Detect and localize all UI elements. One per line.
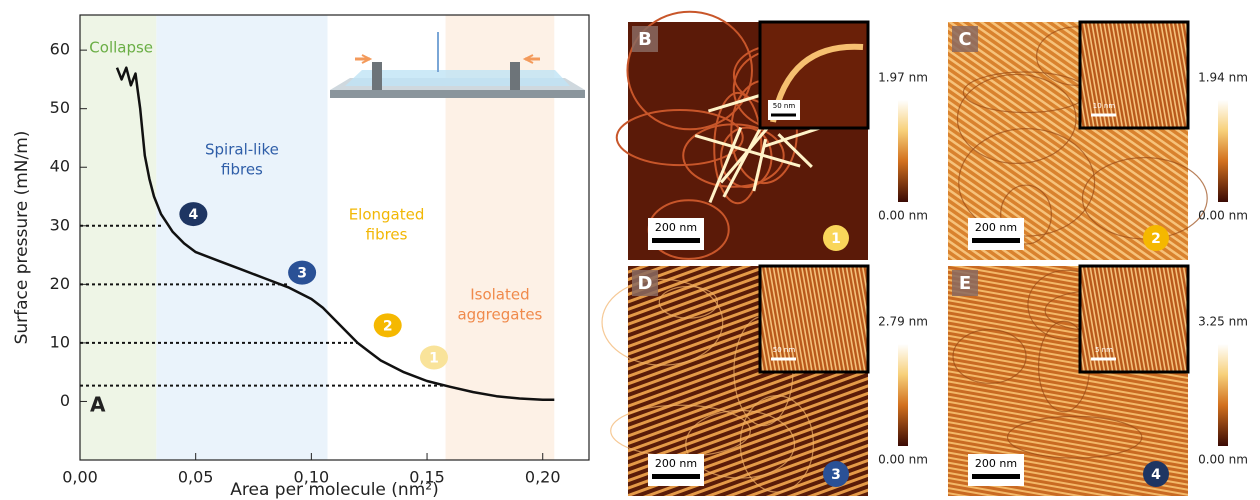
afm-panel: 50 nm B 200 nm 1 1.97 nm 0.00 nm: [617, 12, 928, 260]
panel-letter: B: [638, 29, 652, 50]
colorbar-max: 1.94 nm: [1198, 71, 1248, 85]
x-axis-title: Area per molecule (nm²): [230, 480, 438, 500]
colorbar-max: 3.25 nm: [1198, 315, 1248, 329]
scale-bar: [972, 238, 1020, 243]
y-tick-label: 50: [50, 98, 70, 117]
scale-label: 200 nm: [655, 221, 697, 234]
afm-inset: [1080, 266, 1188, 372]
panel-letter: D: [638, 273, 653, 294]
colorbar: [1218, 344, 1228, 446]
x-tick-label: 0,20: [525, 468, 561, 487]
colorbar-min: 0.00 nm: [878, 209, 928, 223]
x-tick-label: 0,05: [178, 468, 214, 487]
stage-marker-label: 4: [188, 207, 198, 223]
stage-marker-label: 3: [297, 266, 307, 282]
x-tick-label: 0,00: [62, 468, 98, 487]
inset-scale-label: 10 nm: [1093, 102, 1116, 110]
panel-label: A: [90, 393, 106, 417]
scale-bar: [652, 238, 700, 243]
afm-inset: [760, 266, 868, 372]
scale-label: 200 nm: [655, 457, 697, 470]
scale-bar: [652, 474, 700, 479]
y-tick-label: 20: [50, 274, 70, 293]
colorbar-max: 1.97 nm: [878, 71, 928, 85]
stage-marker-label: 3: [831, 467, 841, 483]
stage-marker-label: 1: [429, 351, 439, 367]
region-label: fibres: [366, 226, 408, 244]
scale-label: 200 nm: [975, 221, 1017, 234]
y-axis-title: Surface pressure (mN/m): [12, 131, 32, 345]
stage-marker-label: 2: [1151, 231, 1161, 247]
colorbar-min: 0.00 nm: [1198, 453, 1248, 467]
region: [156, 15, 327, 460]
inset-scale-label: 50 nm: [773, 346, 796, 354]
colorbar: [1218, 100, 1228, 202]
region-label: Isolated: [470, 286, 529, 304]
region-label: Elongated: [349, 206, 425, 224]
colorbar: [898, 100, 908, 202]
inset-scale-label: 50 nm: [773, 102, 796, 110]
stage-marker-label: 1: [831, 231, 841, 247]
region-label: Spiral-like: [205, 141, 279, 159]
afm-panel: 50 nm D 200 nm 3 2.79 nm 0.00 nm: [602, 266, 928, 496]
panel-letter: C: [958, 29, 971, 50]
panel-letter: E: [959, 273, 971, 294]
y-tick-label: 0: [60, 391, 70, 410]
y-tick-label: 30: [50, 215, 70, 234]
scale-label: 200 nm: [975, 457, 1017, 470]
colorbar: [898, 344, 908, 446]
scale-bar: [972, 474, 1020, 479]
y-tick-label: 10: [50, 332, 70, 351]
y-tick-label: 40: [50, 157, 70, 176]
colorbar-max: 2.79 nm: [878, 315, 928, 329]
region-label: aggregates: [457, 306, 542, 324]
figure: Collapse Spiral-like fibres Elongated fibres…: [0, 0, 1260, 500]
y-tick-label: 60: [50, 40, 70, 59]
colorbar-min: 0.00 nm: [878, 453, 928, 467]
colorbar-min: 0.00 nm: [1198, 209, 1248, 223]
inset-scale-label: 5 nm: [1095, 346, 1113, 354]
afm-panel: 5 nm E 200 nm 4 3.25 nm 0.00 nm: [948, 266, 1248, 496]
stage-marker-label: 2: [383, 318, 393, 334]
region-label: Collapse: [89, 39, 153, 57]
stage-marker-label: 4: [1151, 467, 1161, 483]
afm-panel: 10 nm C 200 nm 2 1.94 nm 0.00 nm: [948, 22, 1248, 260]
region-label: fibres: [221, 161, 263, 179]
afm-inset: [1080, 22, 1188, 128]
